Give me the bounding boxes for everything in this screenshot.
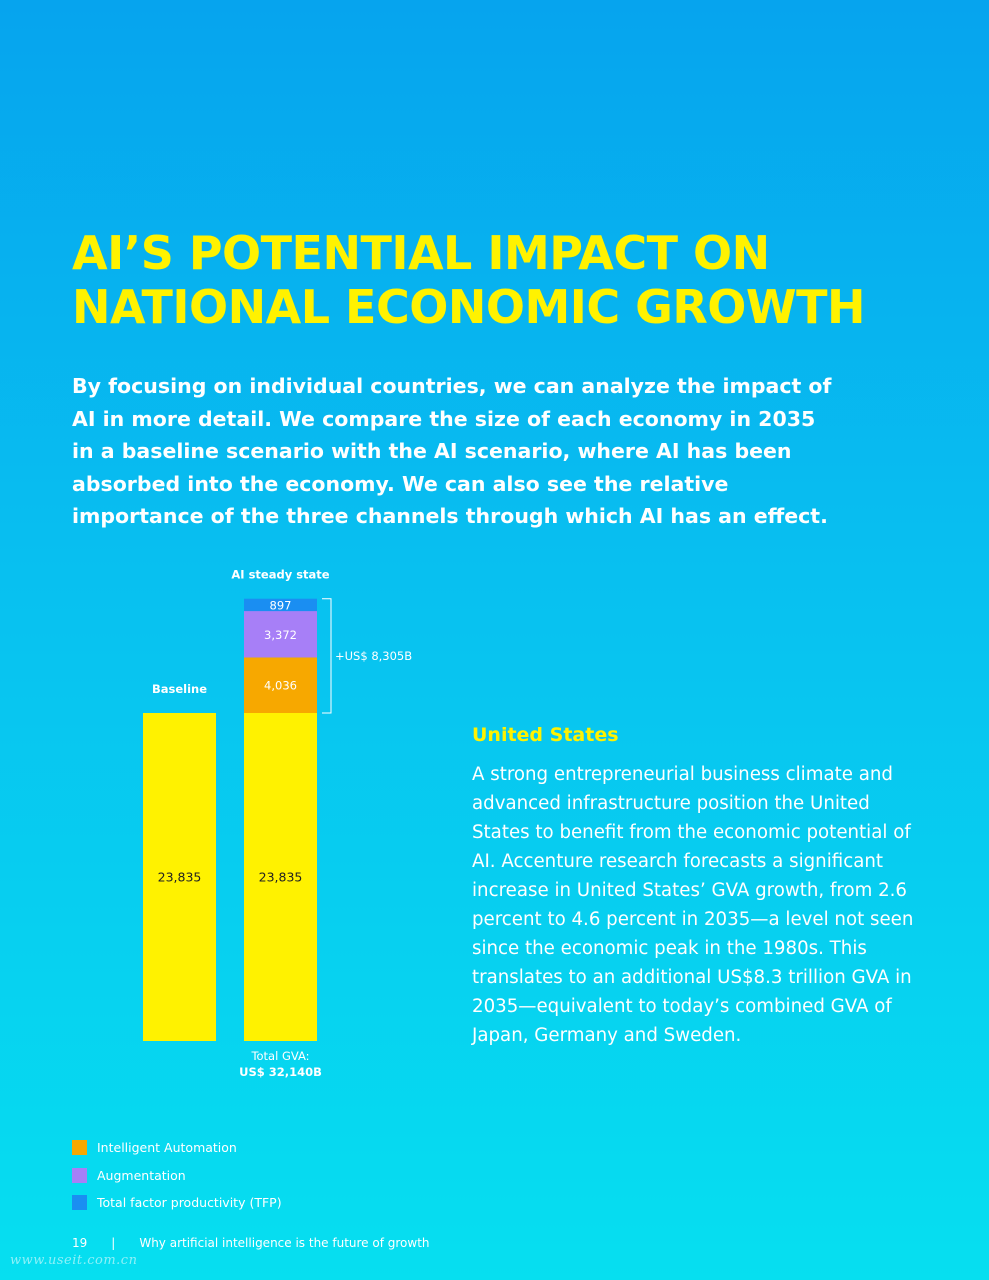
bar-value-label: 4,036 <box>264 679 297 693</box>
bar-value-label: 3,372 <box>264 628 297 642</box>
legend-label-tfp: Total factor productivity (TFP) <box>97 1195 282 1211</box>
legend-item-augmentation: Augmentation <box>72 1162 282 1190</box>
legend-label-intelligent-automation: Intelligent Automation <box>97 1140 237 1156</box>
legend-item-tfp: Total factor productivity (TFP) <box>72 1189 282 1217</box>
total-gva-label: Total GVA: <box>250 1049 309 1063</box>
legend-swatch-tfp <box>72 1195 87 1211</box>
bar-ai-steady-state-baseline-gva <box>244 713 317 1041</box>
bar-ai-steady-state-intelligent-automation <box>244 657 317 713</box>
gva-chart-svg: 23,835 Baseline 23,835 4,036 3,372 897 AI stea… <box>143 568 412 1079</box>
legend-label-augmentation: Augmentation <box>97 1167 186 1183</box>
category-label-baseline: Baseline <box>152 682 207 696</box>
legend-swatch-intelligent-automation <box>72 1140 87 1156</box>
legend-item-intelligent-automation: Intelligent Automation <box>72 1134 282 1162</box>
bar-ai-steady-state-augmentation <box>244 611 317 658</box>
bar-value-label: 23,835 <box>158 870 202 885</box>
footer-text: Why artificial intelligence is the futur… <box>139 1236 430 1250</box>
page-title-line-2: NATIONAL ECONOMIC GROWTH <box>72 280 866 334</box>
category-label-ai-steady-state: AI steady state <box>231 568 329 582</box>
page-title: AI’S POTENTIAL IMPACT ON NATIONAL ECONOM… <box>72 226 932 334</box>
bar-baseline-baseline-gva <box>143 713 216 1041</box>
page-footer: 19 | Why artificial intelligence is the fu… <box>72 1236 430 1250</box>
country-heading: United States <box>472 724 619 746</box>
legend-swatch-augmentation <box>72 1167 87 1183</box>
gva-chart: 23,835 Baseline 23,835 4,036 3,372 897 AI stea… <box>0 560 470 1100</box>
page-title-line-1: AI’S POTENTIAL IMPACT ON <box>72 226 770 280</box>
watermark: www.useit.com.cn <box>10 1253 138 1268</box>
chart-legend: Intelligent Automation Augmentation Tota… <box>72 1134 282 1217</box>
bar-value-label: 23,835 <box>259 870 303 885</box>
country-description: A strong entrepreneurial business climat… <box>472 764 914 1046</box>
increase-annotation: +US$ 8,305B <box>335 649 412 663</box>
bar-ai-steady-state-total-factor-productivity-tfp <box>244 598 317 612</box>
increase-bracket <box>322 598 332 714</box>
intro-paragraph: By focusing on individual countries, we … <box>72 374 832 528</box>
page-number: 19 <box>72 1236 88 1250</box>
bar-value-label: 897 <box>270 598 292 612</box>
footer-separator: | <box>111 1236 116 1250</box>
total-gva-value: US$ 32,140B <box>239 1065 322 1079</box>
